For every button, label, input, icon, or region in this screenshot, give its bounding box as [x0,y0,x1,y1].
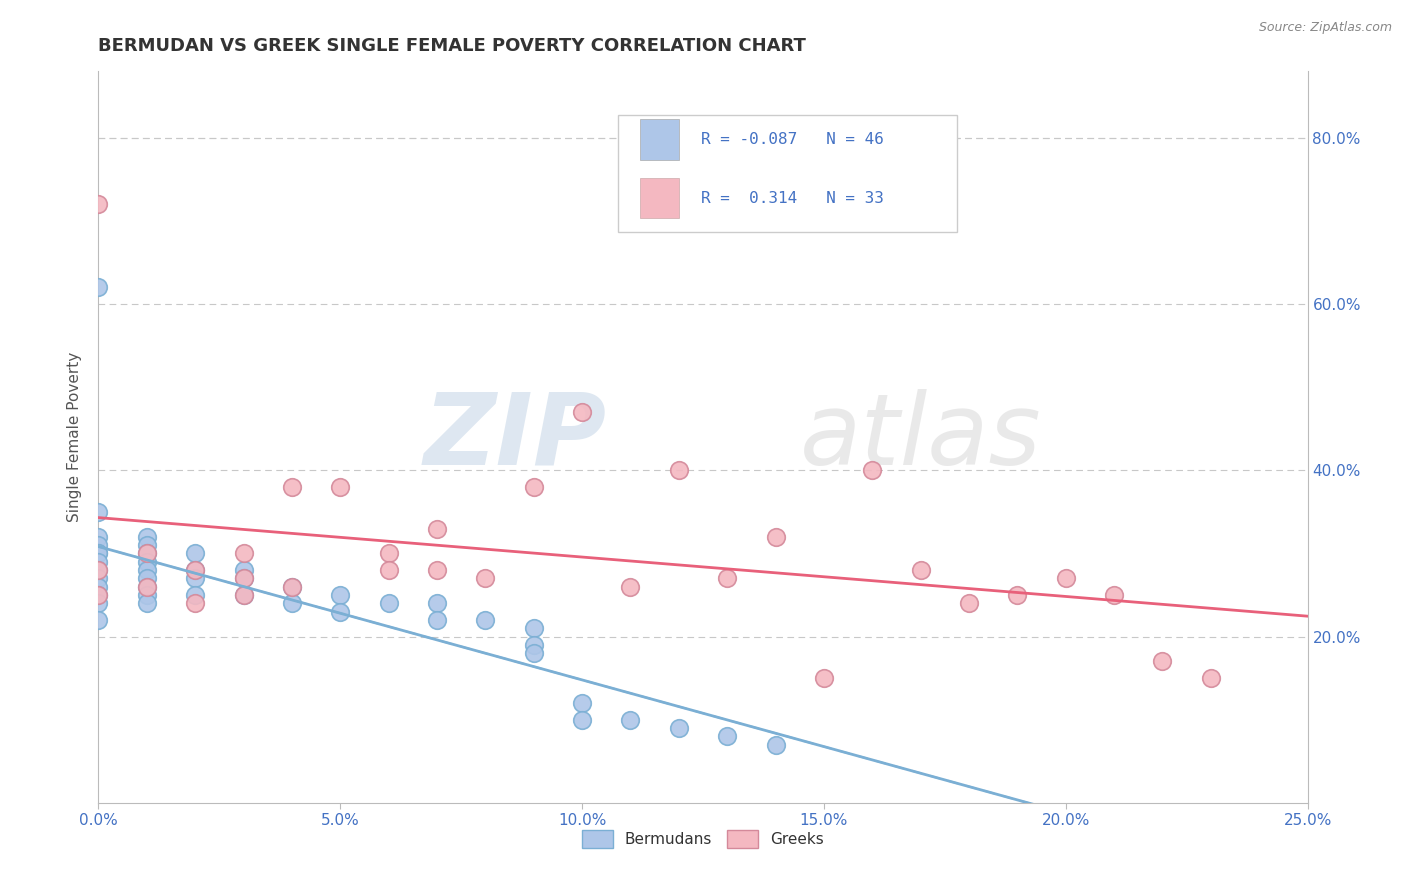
Point [377,546,399,560]
Point [135,588,157,602]
Point [135,563,157,577]
Point [377,563,399,577]
Text: BERMUDAN VS GREEK SINGLE FEMALE POVERTY CORRELATION CHART: BERMUDAN VS GREEK SINGLE FEMALE POVERTY … [98,37,806,54]
Text: Source: ZipAtlas.com: Source: ZipAtlas.com [1258,21,1392,34]
Point [87,613,110,627]
Point [135,555,157,569]
Point [87,538,110,552]
Point [87,580,110,594]
Point [329,605,352,619]
FancyBboxPatch shape [619,115,957,232]
Point [619,713,641,727]
Point [87,546,110,560]
Point [426,521,449,535]
Point [474,571,496,585]
Point [87,546,110,560]
Legend: Bermudans, Greeks: Bermudans, Greeks [576,824,830,854]
Text: atlas: atlas [800,389,1042,485]
Point [232,588,254,602]
Point [184,596,207,610]
Point [87,588,110,602]
Point [87,563,110,577]
Point [910,563,932,577]
Point [87,555,110,569]
Point [87,197,110,211]
Point [87,530,110,544]
Text: ZIP: ZIP [423,389,606,485]
FancyBboxPatch shape [640,120,679,160]
Point [571,696,593,710]
Point [184,546,207,560]
Point [668,463,690,477]
Point [765,530,787,544]
Point [87,563,110,577]
Point [523,638,546,652]
Point [281,580,304,594]
Point [135,530,157,544]
Point [1054,571,1077,585]
Point [1199,671,1222,685]
Point [1152,655,1174,669]
Point [426,596,449,610]
Point [87,596,110,610]
Point [135,596,157,610]
Point [1007,588,1029,602]
Point [329,480,352,494]
Point [232,546,254,560]
Point [184,588,207,602]
Point [184,563,207,577]
Point [765,738,787,752]
Text: R = -0.087   N = 46: R = -0.087 N = 46 [700,132,883,147]
Point [184,571,207,585]
Point [135,546,157,560]
Point [87,280,110,294]
Point [135,580,157,594]
Point [571,405,593,419]
Point [426,563,449,577]
Point [184,563,207,577]
Text: R =  0.314   N = 33: R = 0.314 N = 33 [700,191,883,206]
Point [87,505,110,519]
Point [87,588,110,602]
Point [232,563,254,577]
Point [426,613,449,627]
Point [813,671,835,685]
Point [281,580,304,594]
Point [232,588,254,602]
Point [523,480,546,494]
Point [523,621,546,635]
Point [377,596,399,610]
Point [87,571,110,585]
Point [668,721,690,735]
Point [135,538,157,552]
Point [232,571,254,585]
Point [135,580,157,594]
Point [135,571,157,585]
Point [329,588,352,602]
Point [619,580,641,594]
Point [716,571,738,585]
Y-axis label: Single Female Poverty: Single Female Poverty [67,352,83,522]
Point [1102,588,1125,602]
Point [281,480,304,494]
Point [523,646,546,660]
Point [957,596,980,610]
FancyBboxPatch shape [640,178,679,219]
Point [571,713,593,727]
Point [716,729,738,743]
Point [474,613,496,627]
Point [281,596,304,610]
Point [232,571,254,585]
Point [135,546,157,560]
Point [860,463,883,477]
